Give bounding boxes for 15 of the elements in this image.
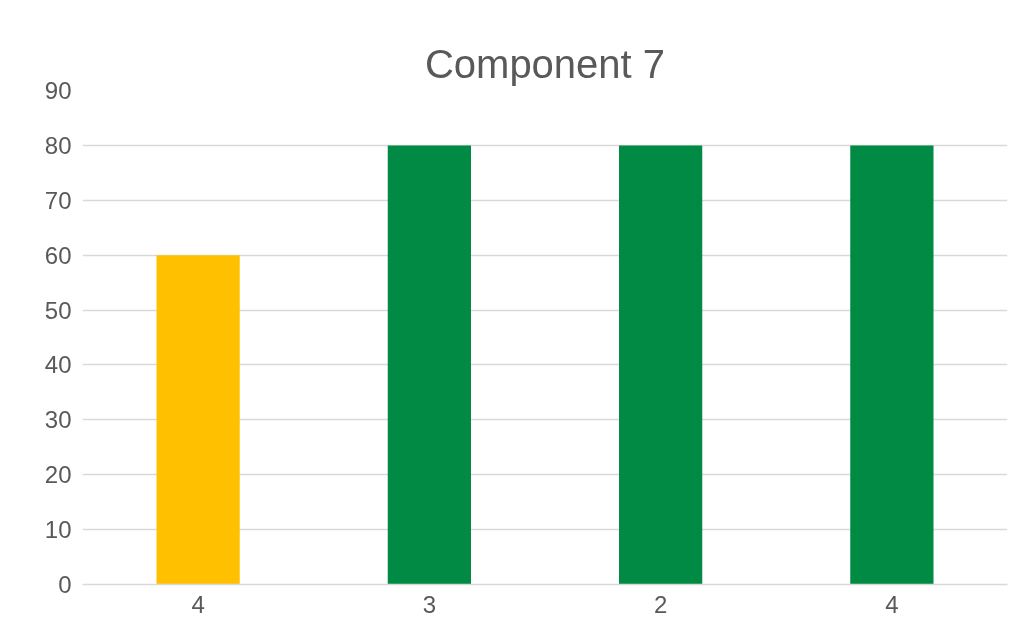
x-tick-label: 4 [885, 590, 899, 618]
y-tick-label: 0 [58, 571, 72, 598]
y-tick-label: 80 [44, 131, 72, 159]
y-tick-label: 60 [44, 241, 72, 269]
y-tick-label: 20 [44, 461, 72, 489]
y-tick-label: 10 [44, 516, 72, 544]
y-tick-label: 70 [44, 186, 72, 214]
chart-title: Component 7 [424, 41, 666, 86]
x-tick-label: 4 [191, 590, 205, 618]
y-tick-label: 30 [44, 406, 72, 434]
x-tick-label: 3 [422, 590, 437, 618]
y-tick-label: 40 [44, 351, 72, 379]
y-tick-label: 50 [44, 296, 72, 324]
y-tick-label: 90 [44, 77, 72, 104]
x-tick-label: 2 [653, 590, 668, 618]
